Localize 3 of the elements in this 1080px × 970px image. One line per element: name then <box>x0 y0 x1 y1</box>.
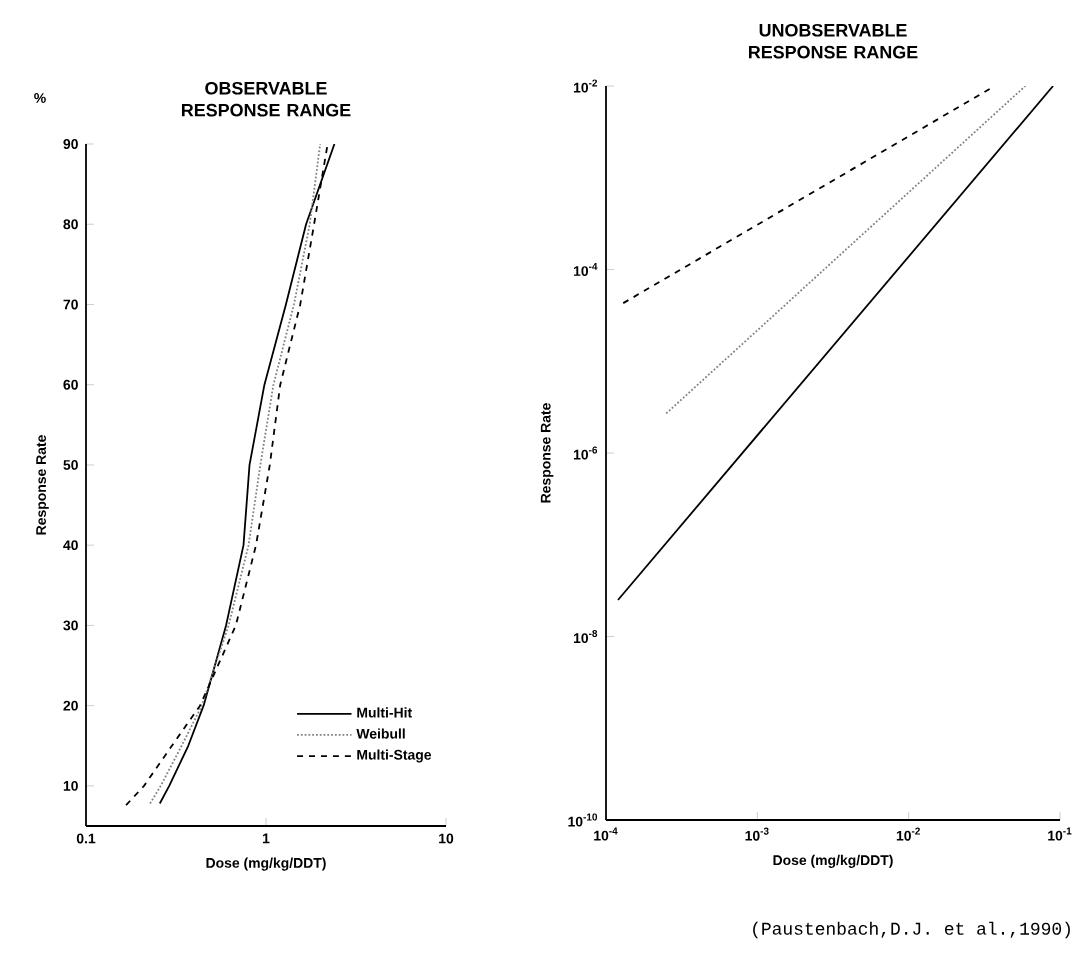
chart-title: OBSERVABLE RESPONSE RANGE <box>181 81 351 117</box>
chart-title: UNOBSERVABLE RESPONSE RANGE <box>748 23 918 59</box>
text: (Paustenbach,D.J. et al.,1990) <box>753 921 1070 939</box>
